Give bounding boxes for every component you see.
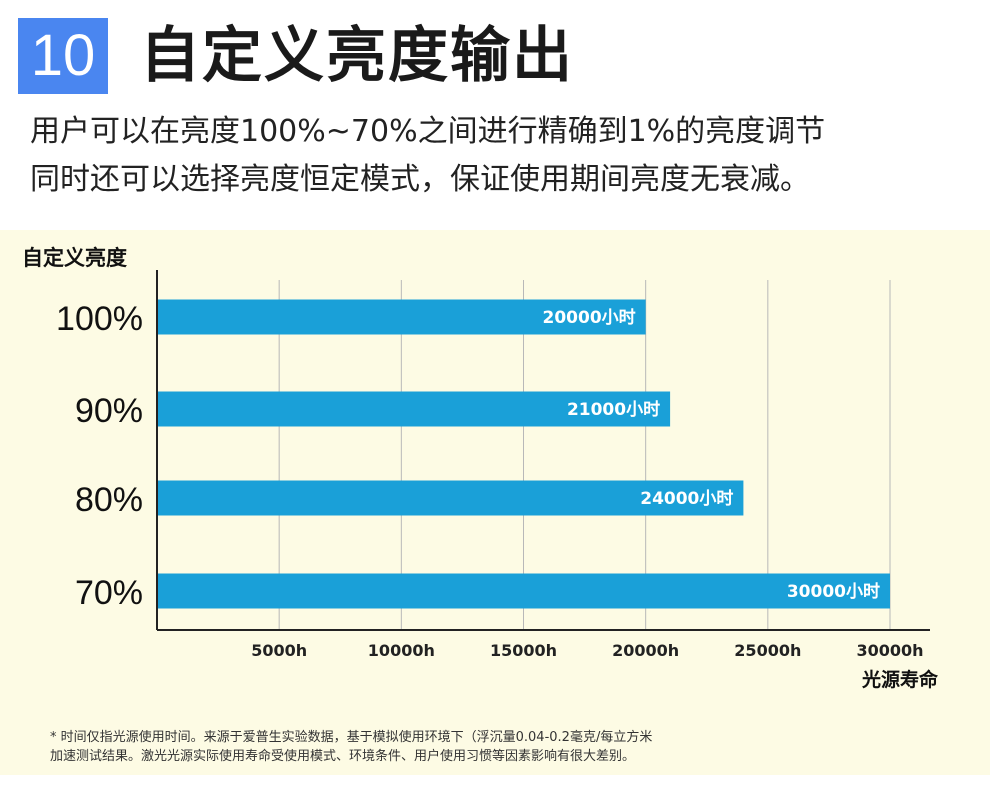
x-tick-label: 10000h bbox=[368, 641, 435, 660]
bar bbox=[157, 299, 646, 335]
section-number-badge: 10 bbox=[18, 18, 108, 94]
bar-value-label: 20000小时 bbox=[543, 308, 636, 328]
x-tick-label: 30000h bbox=[856, 641, 923, 660]
bar-value-label: 30000小时 bbox=[787, 582, 880, 602]
page-subtitle: 用户可以在亮度100%~70%之间进行精确到1%的亮度调节 同时还可以选择亮度恒… bbox=[30, 108, 980, 204]
footnote-line-2: 加速测试结果。激光光源实际使用寿命受使用模式、环境条件、用户使用习惯等因素影响有… bbox=[50, 749, 636, 764]
bar bbox=[157, 391, 671, 427]
category-label: 90% bbox=[75, 392, 143, 430]
chart-panel: 20000小时 100% 21000小时 90% 24000小时 80% 30000小时 70… bbox=[0, 230, 990, 775]
bar bbox=[157, 480, 744, 516]
x-axis-title: 光源寿命 bbox=[861, 668, 939, 691]
category-label: 100% bbox=[56, 300, 143, 338]
category-label: 70% bbox=[75, 574, 143, 612]
subtitle-line-1: 用户可以在亮度100%~70%之间进行精确到1%的亮度调节 bbox=[30, 114, 826, 149]
bar bbox=[157, 573, 890, 609]
subtitle-line-2: 同时还可以选择亮度恒定模式，保证使用期间亮度无衰减。 bbox=[30, 162, 810, 197]
footnote: * 时间仅指光源使用时间。来源于爱普生实验数据，基于模拟使用环境下（浮沉量0.0… bbox=[50, 728, 770, 766]
y-axis-title: 自定义亮度 bbox=[22, 246, 127, 270]
footnote-line-1: * 时间仅指光源使用时间。来源于爱普生实验数据，基于模拟使用环境下（浮沉量0.0… bbox=[50, 730, 653, 745]
page-title: 自定义亮度输出 bbox=[140, 21, 574, 91]
x-tick-label: 20000h bbox=[612, 641, 679, 660]
x-tick-label: 5000h bbox=[251, 641, 307, 660]
bar-value-label: 21000小时 bbox=[567, 400, 660, 420]
bar-value-label: 24000小时 bbox=[640, 489, 733, 509]
x-tick-label: 25000h bbox=[734, 641, 801, 660]
category-label: 80% bbox=[75, 481, 143, 519]
brightness-lifetime-bar-chart: 20000小时 100% 21000小时 90% 24000小时 80% 30000小时 70… bbox=[22, 246, 939, 691]
x-tick-label: 15000h bbox=[490, 641, 557, 660]
